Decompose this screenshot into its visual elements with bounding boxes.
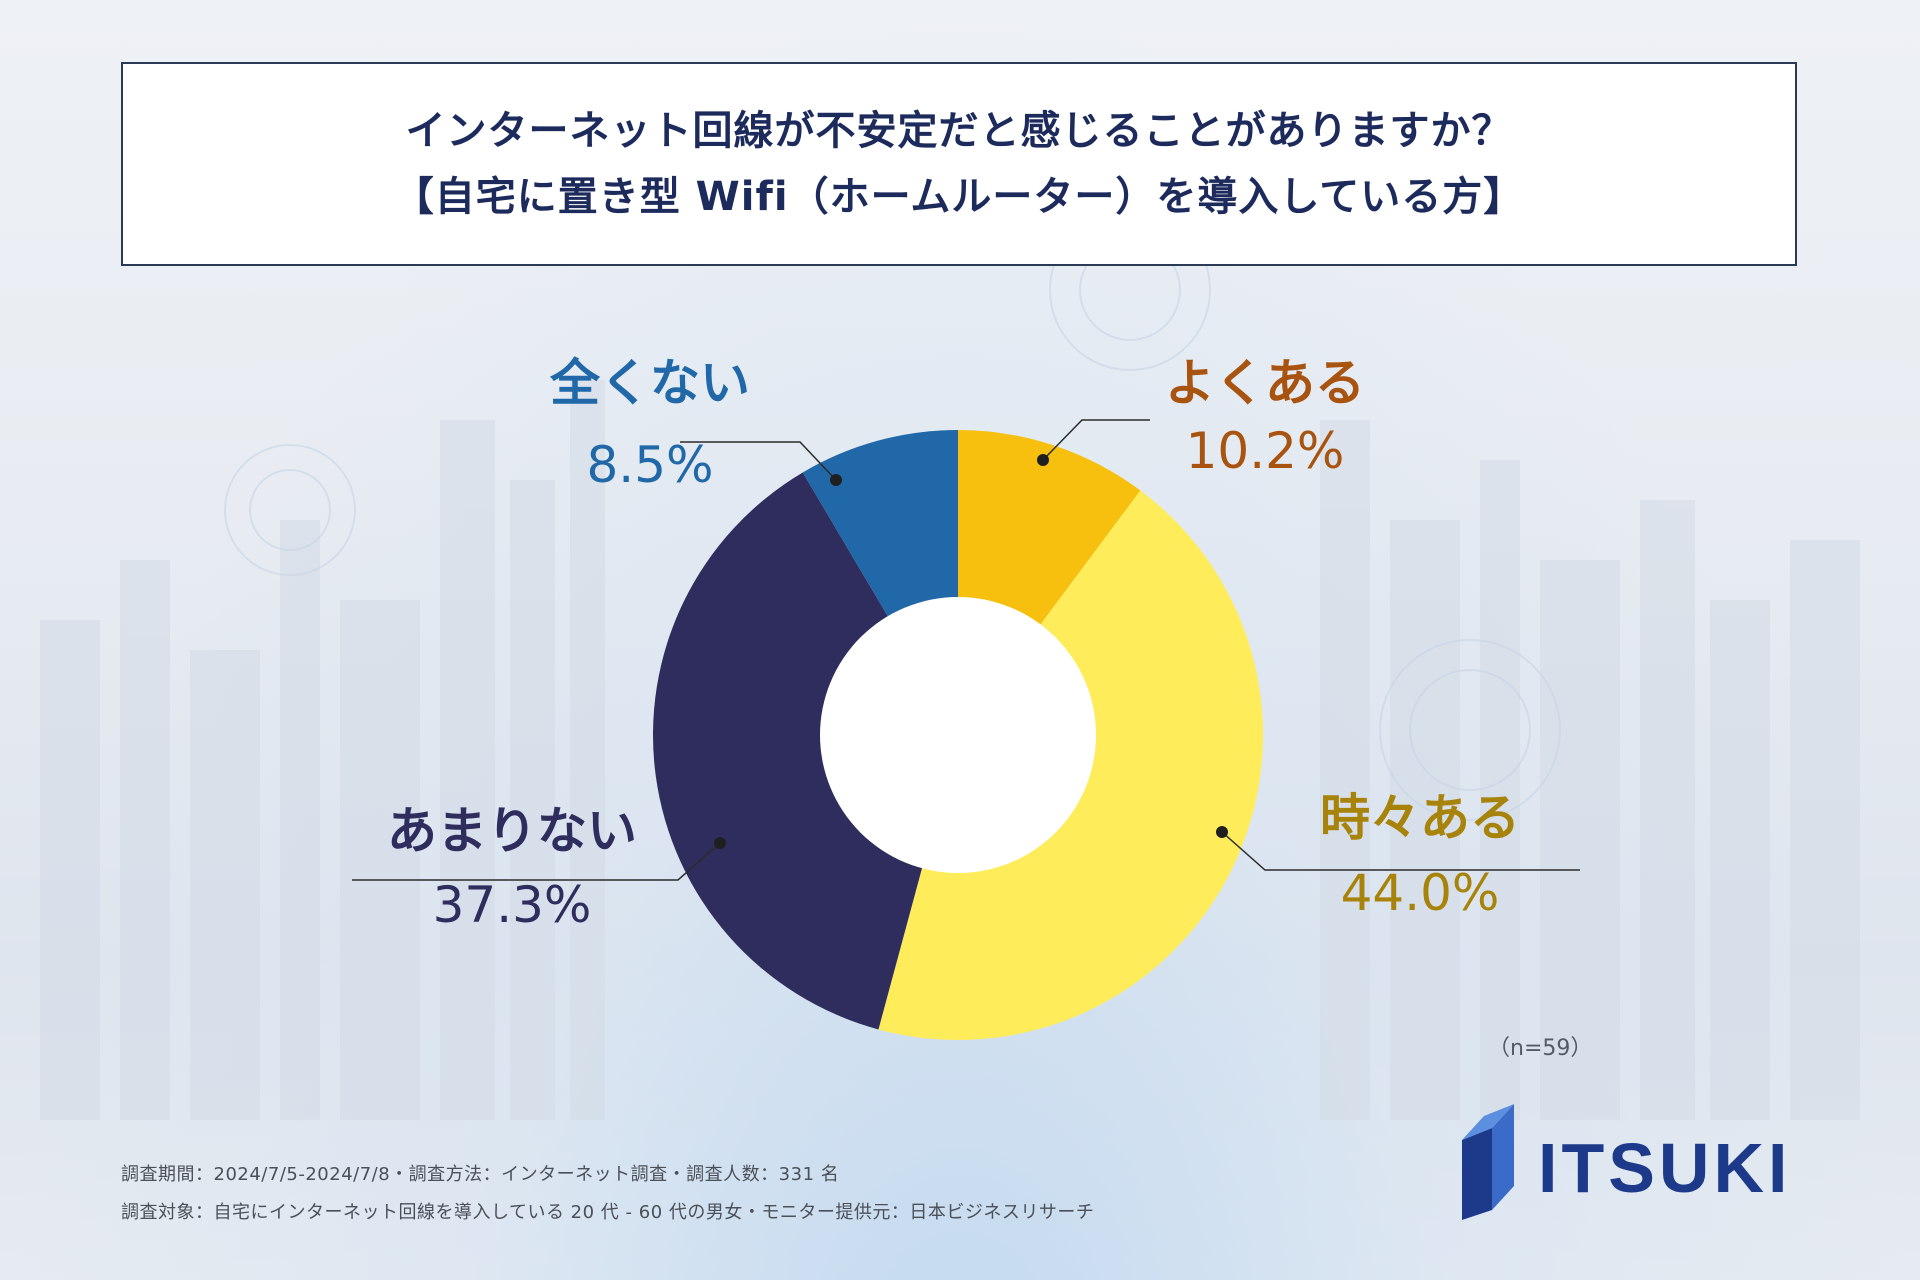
leader-line-tokidoki-aru (1221, 831, 1580, 871)
survey-note-target: 調査対象：自宅にインターネット回線を導入している 20 代 - 60 代の男女・… (121, 1202, 1095, 1223)
leader-line-yoku-aru (1042, 419, 1150, 461)
value-label-yoku-aru: 10.2% (1186, 422, 1345, 480)
category-label-tokidoki-aru: 時々ある (1320, 789, 1520, 847)
survey-note-period: 調査期間：2024/7/5-2024/7/8・調査方法：インターネット調査・調査… (121, 1164, 840, 1185)
category-label-yoku-aru: よくある (1165, 354, 1365, 412)
title-line-1: インターネット回線が不安定だと感じることがありますか？ (405, 108, 1513, 154)
leader-dot-mattaku-nai (830, 474, 842, 486)
title-box: インターネット回線が不安定だと感じることがありますか？ 【自宅に置き型 Wifi… (121, 62, 1797, 266)
leader-dot-yoku-aru (1037, 454, 1049, 466)
value-label-mattaku-nai: 8.5% (586, 436, 713, 494)
logo-text: ITSUKI (1538, 1129, 1792, 1207)
value-label-tokidoki-aru: 44.0% (1341, 864, 1500, 922)
category-label-amari-nai: あまりない (387, 802, 637, 860)
value-label-amari-nai: 37.3% (433, 876, 592, 934)
itsuki-logo-icon (1462, 1104, 1514, 1220)
leader-line-amari-nai (352, 842, 721, 881)
leader-dot-amari-nai (714, 837, 726, 849)
title-line-2: 【自宅に置き型 Wifi（ホームルーター）を導入している方】 (393, 174, 1525, 220)
sample-size-label: （n=59） (1488, 1036, 1593, 1061)
slice-amari-nai (653, 472, 958, 1030)
donut-hole (820, 597, 1096, 873)
leader-line-mattaku-nai (680, 441, 837, 481)
leader-dot-tokidoki-aru (1216, 826, 1228, 838)
category-label-mattaku-nai: 全くない (549, 354, 750, 412)
